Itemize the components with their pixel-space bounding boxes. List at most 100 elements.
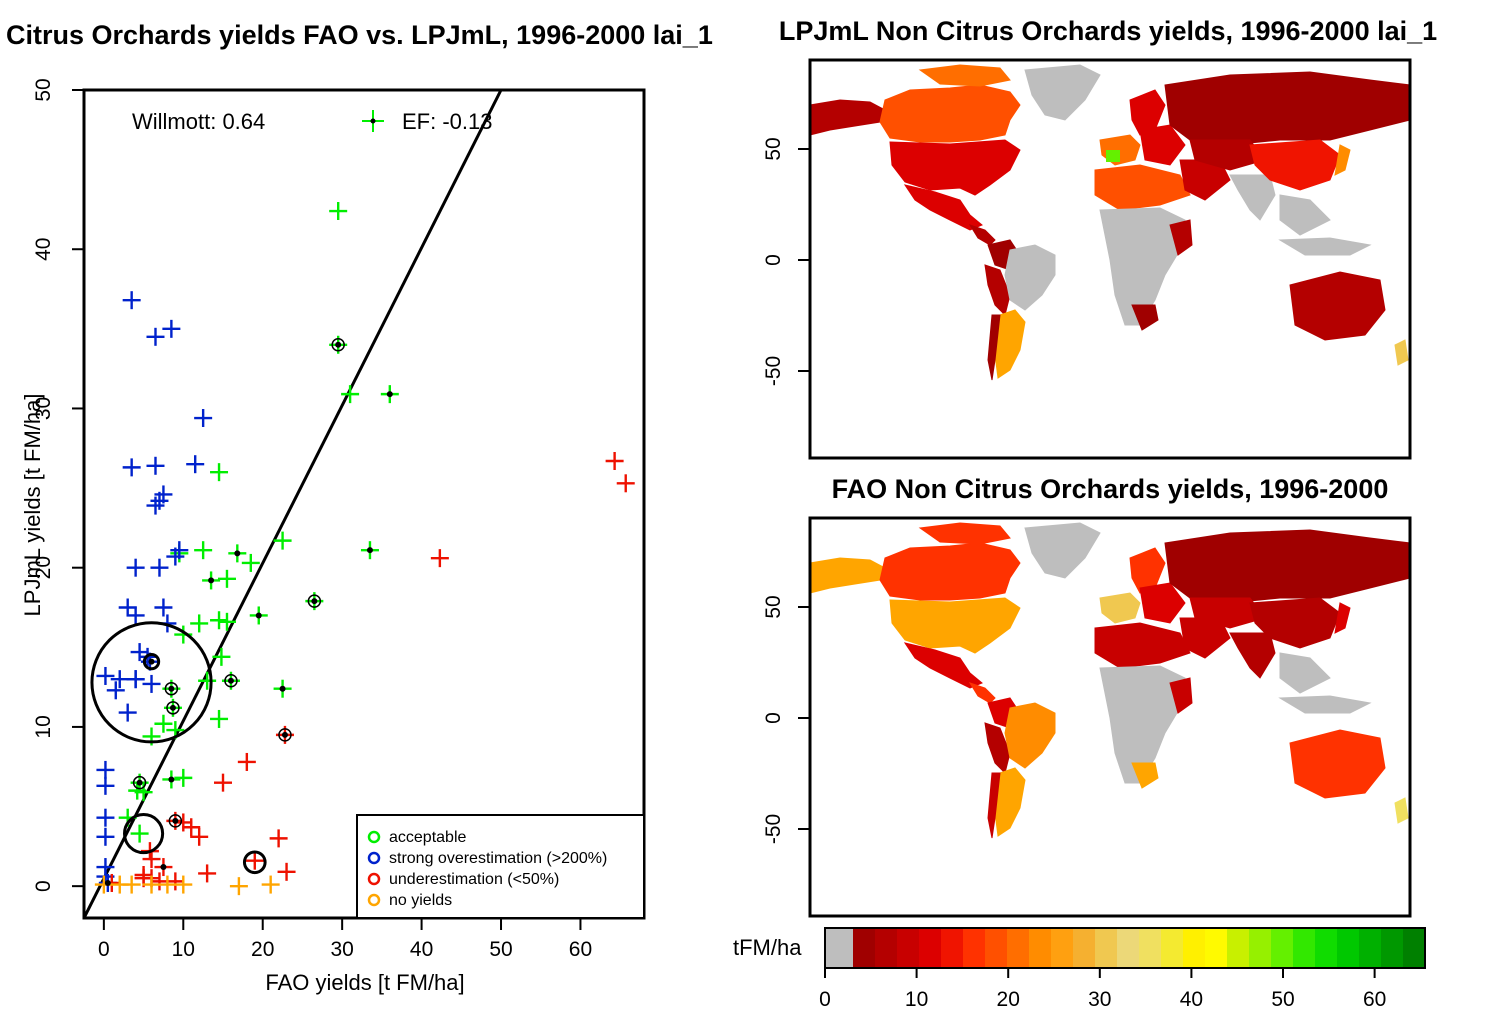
highlight-ring (331, 338, 345, 352)
region-southeast-asia (1279, 194, 1331, 236)
bottom-map-y-axis: 50 0 -50 (762, 595, 810, 844)
colorbar-cell (1007, 928, 1030, 968)
region-australia (1289, 729, 1386, 799)
x-tick-label: 30 (330, 938, 353, 961)
highlight-dot (227, 677, 234, 684)
ef-label: EF: -0.13 (402, 109, 492, 134)
colorbar-label: tFM/ha (733, 935, 802, 960)
colorbar-cell (1381, 928, 1404, 968)
highlight-dot (279, 685, 286, 692)
scatter-legend: acceptable strong overestimation (>200%)… (356, 814, 645, 919)
scatter-point (162, 319, 181, 338)
x-tick-label: 40 (410, 938, 433, 961)
scatter-point (96, 760, 115, 779)
scatter-point (96, 666, 115, 685)
scatter-point (146, 496, 165, 515)
scatter-point (110, 670, 129, 689)
scatter-point (241, 553, 260, 572)
scatter-point (96, 776, 115, 795)
bottom-map-ytick-0: 0 (762, 712, 785, 724)
region-central-america (968, 224, 996, 246)
scatter-point (142, 875, 161, 894)
cluster-circle (123, 813, 165, 855)
scatter-point (273, 531, 292, 550)
colorbar-cell (1183, 928, 1206, 968)
scatter-point (237, 752, 256, 771)
highlight-dot (136, 779, 143, 786)
highlight-dot (160, 864, 167, 871)
scatter-point (182, 818, 201, 837)
scatter-point (126, 670, 145, 689)
scatter-point (174, 768, 193, 787)
region-greenland (1024, 522, 1101, 579)
colorbar-cell (1403, 928, 1426, 968)
colorbar-cell (1271, 928, 1294, 968)
highlight-ring (166, 701, 180, 715)
colorbar-cell (1359, 928, 1382, 968)
highlight-ring (168, 814, 183, 828)
scatter-point (198, 864, 217, 883)
scatter-point (186, 455, 205, 474)
region-east-africa (1169, 219, 1193, 256)
colorbar-tick-label: 50 (1271, 988, 1294, 1011)
region-eastern-europe (1139, 124, 1186, 166)
scatter-point (229, 877, 248, 896)
highlight-ring (278, 728, 292, 742)
colorbar-cell (1227, 928, 1250, 968)
region-east-africa (1169, 677, 1193, 714)
region-south-africa (1131, 762, 1159, 789)
region-canada-arctic (918, 522, 1011, 545)
legend-label-overestimation: strong overestimation (>200%) (389, 850, 607, 867)
region-south-africa (1131, 304, 1159, 331)
y-tick-label: 10 (32, 715, 55, 738)
top-map-ytick-minus50: -50 (762, 356, 785, 386)
scatter-frame (82, 88, 646, 920)
scatter-point (122, 875, 141, 894)
cluster-circle (90, 621, 213, 744)
colorbar-cell (825, 928, 854, 968)
top-map-ytick-0: 0 (762, 254, 785, 266)
highlight-dot (311, 598, 318, 605)
region-central-asia (1189, 139, 1266, 171)
scatter-point (166, 872, 185, 891)
scatter-point (194, 409, 213, 428)
scatter-point (158, 875, 177, 894)
colorbar-cell (1315, 928, 1338, 968)
colorbar-cell (919, 928, 942, 968)
region-central-america (968, 682, 996, 704)
highlight-dot (281, 731, 288, 738)
highlight-ring (164, 681, 179, 696)
scatter-x-axis-label: FAO yields [t FM/ha] (265, 970, 464, 995)
colorbar-cell (853, 928, 876, 968)
fit-line (84, 90, 503, 918)
colorbar-cell (1051, 928, 1074, 968)
scatter-point (118, 598, 137, 617)
region-new-zealand (1394, 797, 1409, 824)
colorbar-tick-label: 40 (1180, 988, 1203, 1011)
region-western-europe (1099, 592, 1141, 624)
region-china (1249, 139, 1341, 191)
highlight-dot (366, 547, 373, 554)
highlight-ring (224, 673, 238, 688)
region-north-africa (1094, 622, 1191, 669)
region-japan (1334, 602, 1351, 634)
scatter-y-axis-label: LPJmL yields [t FM/ha] (20, 394, 45, 617)
region-north-africa (1094, 164, 1191, 211)
scatter-point (166, 547, 185, 566)
colorbar-cell (1095, 928, 1118, 968)
scatter-point (150, 491, 169, 510)
scatter-point (194, 541, 213, 560)
x-tick-label: 60 (569, 938, 592, 961)
highlight-ring (307, 594, 322, 608)
scatter-title: Citrus Orchards yields FAO vs. LPJmL, 19… (6, 20, 713, 50)
region-japan (1334, 144, 1351, 176)
scatter-point (146, 456, 165, 475)
title-overlap-mask (745, 6, 751, 52)
y-tick-label: 30 (32, 397, 55, 420)
region-canada (879, 542, 1021, 601)
scatter-point (96, 827, 115, 846)
scatter-point (142, 674, 161, 693)
top-map-title: LPJmL Non Citrus Orchards yields, 1996-2… (779, 16, 1437, 46)
highlight-dot (255, 612, 262, 619)
